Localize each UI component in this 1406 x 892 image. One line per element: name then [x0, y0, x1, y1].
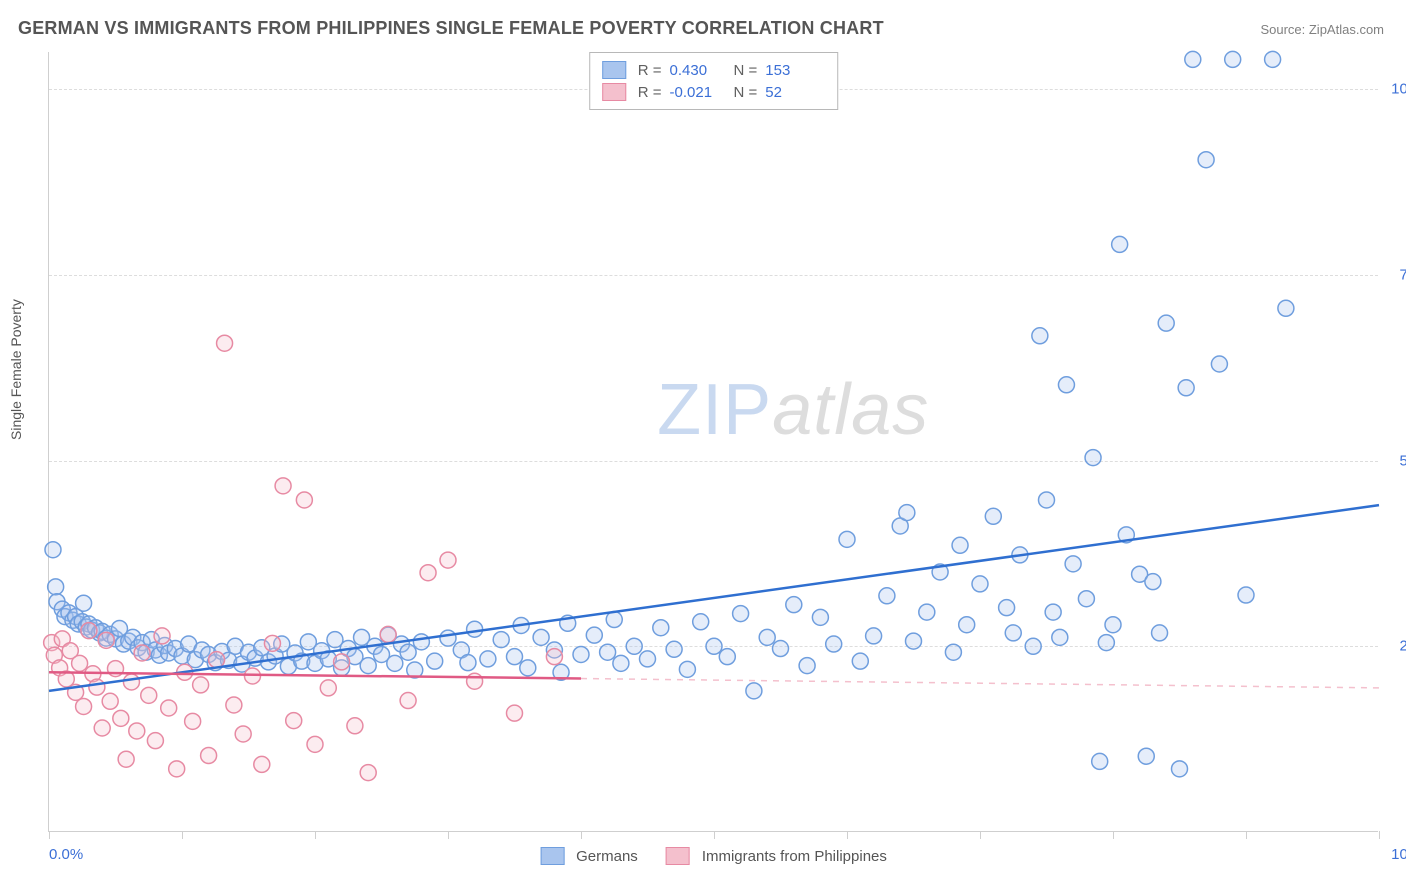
n-label: N =	[734, 62, 758, 79]
swatch-philippines	[602, 83, 626, 101]
n-value-germans: 153	[765, 62, 821, 79]
y-axis-label: Single Female Poverty	[8, 299, 24, 440]
legend-item-philippines: Immigrants from Philippines	[666, 847, 887, 865]
legend-label-germans: Germans	[576, 848, 638, 865]
stats-row-germans: R = 0.430 N = 153	[602, 59, 822, 81]
trendline-philippines-dashed	[581, 679, 1379, 688]
r-value-philippines: -0.021	[670, 84, 726, 101]
swatch-germans	[602, 61, 626, 79]
legend-label-philippines: Immigrants from Philippines	[702, 848, 887, 865]
plot-area: ZIPatlas R = 0.430 N = 153 R = -0.021 N …	[48, 52, 1378, 832]
legend-item-germans: Germans	[540, 847, 638, 865]
x-tick-label: 0.0%	[49, 846, 83, 863]
x-tick	[182, 831, 183, 839]
chart-title: GERMAN VS IMMIGRANTS FROM PHILIPPINES SI…	[18, 18, 884, 39]
x-tick	[847, 831, 848, 839]
x-tick	[315, 831, 316, 839]
x-tick	[49, 831, 50, 839]
x-tick	[1246, 831, 1247, 839]
stats-row-philippines: R = -0.021 N = 52	[602, 81, 822, 103]
trendline-germans	[49, 505, 1379, 691]
x-tick	[1379, 831, 1380, 839]
x-tick	[581, 831, 582, 839]
x-tick-label: 100.0%	[1391, 846, 1406, 863]
stats-legend: R = 0.430 N = 153 R = -0.021 N = 52	[589, 52, 839, 110]
y-tick-label: 75.0%	[1399, 266, 1406, 283]
trendline-philippines-solid	[49, 672, 581, 678]
swatch-philippines	[666, 847, 690, 865]
y-tick-label: 100.0%	[1391, 81, 1406, 98]
x-tick	[980, 831, 981, 839]
r-label: R =	[638, 84, 662, 101]
series-legend: Germans Immigrants from Philippines	[540, 847, 887, 865]
n-value-philippines: 52	[765, 84, 821, 101]
x-tick	[1113, 831, 1114, 839]
source-attribution: Source: ZipAtlas.com	[1260, 22, 1384, 37]
y-tick-label: 50.0%	[1399, 452, 1406, 469]
trendline-layer	[49, 52, 1378, 831]
y-tick-label: 25.0%	[1399, 638, 1406, 655]
r-label: R =	[638, 62, 662, 79]
swatch-germans	[540, 847, 564, 865]
r-value-germans: 0.430	[670, 62, 726, 79]
x-tick	[714, 831, 715, 839]
n-label: N =	[734, 84, 758, 101]
x-tick	[448, 831, 449, 839]
